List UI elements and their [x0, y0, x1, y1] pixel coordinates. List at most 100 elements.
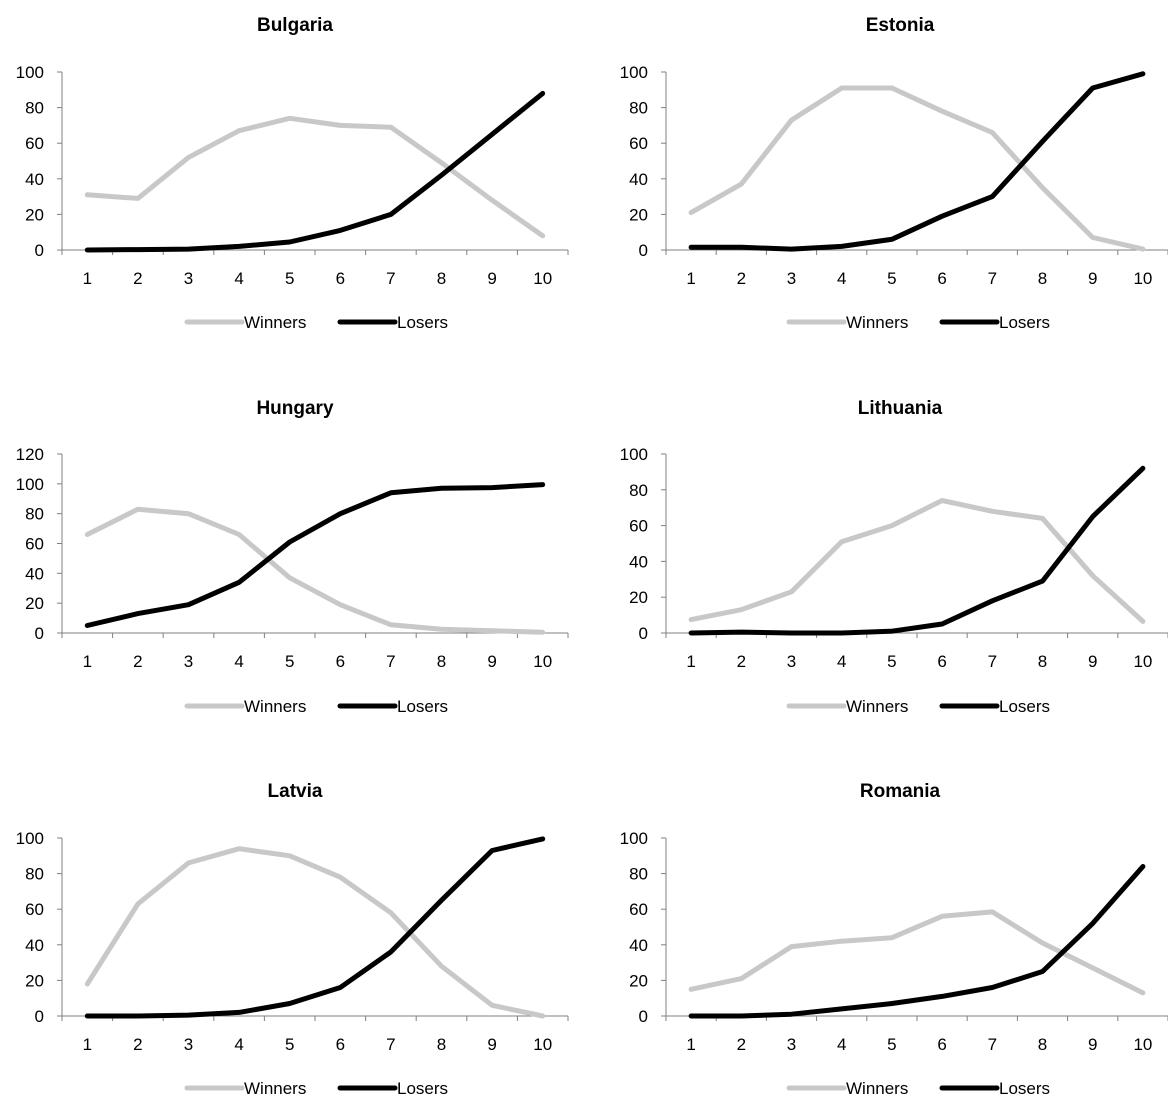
x-tick-label: 8 — [437, 652, 446, 671]
chart-title: Hungary — [256, 398, 334, 419]
y-tick-label: 0 — [639, 624, 648, 643]
x-tick-label: 6 — [336, 269, 345, 288]
x-tick-label: 1 — [686, 1035, 695, 1054]
x-tick-label: 1 — [83, 1035, 92, 1054]
y-tick-label: 100 — [16, 475, 44, 494]
y-tick-label: 20 — [25, 594, 44, 613]
x-tick-label: 6 — [937, 1035, 946, 1054]
series-line-losers — [688, 71, 1146, 252]
y-tick-label: 80 — [25, 865, 44, 884]
series-line-winners — [84, 506, 546, 635]
y-tick-label: 0 — [35, 624, 44, 643]
y-tick-label: 60 — [629, 134, 648, 153]
x-tick-label: 8 — [1038, 269, 1047, 288]
x-tick-label: 6 — [937, 269, 946, 288]
legend: Winners Losers — [184, 313, 448, 332]
chart-panel-hungary: Hungary 0 20 40 60 80 100 120 1 2 3 4 5 6 7 8 9 10 Winners… — [16, 398, 569, 716]
y-tick-label: 100 — [620, 445, 648, 464]
x-tick-label: 7 — [988, 652, 997, 671]
x-tick-label: 6 — [336, 652, 345, 671]
x-tick-label: 9 — [1088, 1035, 1097, 1054]
x-tick-label: 6 — [336, 1035, 345, 1054]
x-tick-label: 3 — [787, 1035, 796, 1054]
x-tick-label: 2 — [737, 652, 746, 671]
y-tick-label: 60 — [25, 535, 44, 554]
x-tick-label: 8 — [1038, 1035, 1047, 1054]
x-tick-label: 3 — [184, 269, 193, 288]
x-tick-label: 5 — [285, 652, 294, 671]
legend-label-winners: Winners — [244, 313, 306, 332]
x-tick-label: 6 — [937, 652, 946, 671]
y-tick-label: 120 — [16, 445, 44, 464]
x-tick-label: 10 — [1133, 1035, 1152, 1054]
series-line-losers — [84, 90, 546, 253]
x-tick-label: 10 — [1133, 652, 1152, 671]
legend-label-losers: Losers — [397, 697, 448, 716]
series-line-losers — [688, 465, 1146, 636]
legend-label-winners: Winners — [846, 1079, 908, 1098]
y-tick-label: 100 — [620, 829, 648, 848]
x-tick-label: 9 — [1088, 652, 1097, 671]
x-tick-label: 1 — [686, 269, 695, 288]
y-tick-label: 0 — [639, 1007, 648, 1026]
x-tick-label: 5 — [887, 269, 896, 288]
y-tick-label: 20 — [25, 971, 44, 990]
x-tick-label: 7 — [386, 269, 395, 288]
legend-label-losers: Losers — [397, 313, 448, 332]
x-tick-label: 2 — [133, 269, 142, 288]
x-tick-label: 3 — [184, 652, 193, 671]
legend-label-losers: Losers — [999, 313, 1050, 332]
x-tick-label: 2 — [133, 1035, 142, 1054]
y-tick-label: 60 — [629, 517, 648, 536]
chart-panel-lithuania: Lithuania 0 20 40 60 80 100 1 2 3 4 5 6 7 8 9 10 Winners L… — [620, 398, 1168, 716]
x-tick-label: 5 — [285, 269, 294, 288]
x-tick-label: 10 — [1133, 269, 1152, 288]
y-tick-label: 40 — [629, 936, 648, 955]
x-tick-label: 5 — [887, 1035, 896, 1054]
y-tick-label: 40 — [25, 564, 44, 583]
legend: Winners Losers — [184, 697, 448, 716]
y-tick-label: 80 — [25, 505, 44, 524]
x-tick-label: 3 — [787, 269, 796, 288]
y-tick-label: 80 — [629, 481, 648, 500]
y-tick-label: 0 — [35, 1007, 44, 1026]
x-tick-label: 9 — [487, 1035, 496, 1054]
x-tick-label: 2 — [737, 1035, 746, 1054]
x-tick-label: 1 — [83, 269, 92, 288]
x-tick-label: 3 — [184, 1035, 193, 1054]
series-line-winners — [688, 498, 1146, 624]
x-tick-label: 4 — [234, 1035, 243, 1054]
chart-panel-romania: Romania 0 20 40 60 80 100 1 2 3 4 5 6 7 8 9 10 Winners Los… — [620, 781, 1168, 1098]
chart-title: Lithuania — [858, 398, 943, 419]
legend: Winners Losers — [786, 1079, 1050, 1098]
x-tick-label: 9 — [487, 269, 496, 288]
series-line-winners — [84, 846, 546, 1019]
series-line-losers — [84, 836, 546, 1019]
y-tick-label: 60 — [25, 134, 44, 153]
y-tick-label: 80 — [629, 99, 648, 118]
x-tick-label: 5 — [285, 1035, 294, 1054]
x-tick-label: 9 — [487, 652, 496, 671]
x-tick-label: 8 — [437, 269, 446, 288]
x-tick-label: 7 — [386, 652, 395, 671]
y-tick-label: 0 — [639, 241, 648, 260]
x-tick-label: 7 — [988, 269, 997, 288]
x-tick-label: 8 — [1038, 652, 1047, 671]
x-tick-label: 2 — [133, 652, 142, 671]
y-tick-label: 20 — [629, 971, 648, 990]
chart-title: Estonia — [866, 15, 935, 36]
x-tick-label: 4 — [234, 269, 243, 288]
legend: Winners Losers — [786, 313, 1050, 332]
x-tick-label: 2 — [737, 269, 746, 288]
y-tick-label: 20 — [629, 588, 648, 607]
y-tick-label: 100 — [16, 829, 44, 848]
series-line-losers — [84, 482, 546, 628]
y-tick-label: 60 — [629, 900, 648, 919]
x-tick-label: 7 — [386, 1035, 395, 1054]
y-tick-label: 40 — [629, 170, 648, 189]
series-line-losers — [688, 864, 1146, 1019]
x-tick-label: 3 — [787, 652, 796, 671]
chart-title: Latvia — [268, 781, 323, 802]
y-tick-label: 80 — [629, 865, 648, 884]
